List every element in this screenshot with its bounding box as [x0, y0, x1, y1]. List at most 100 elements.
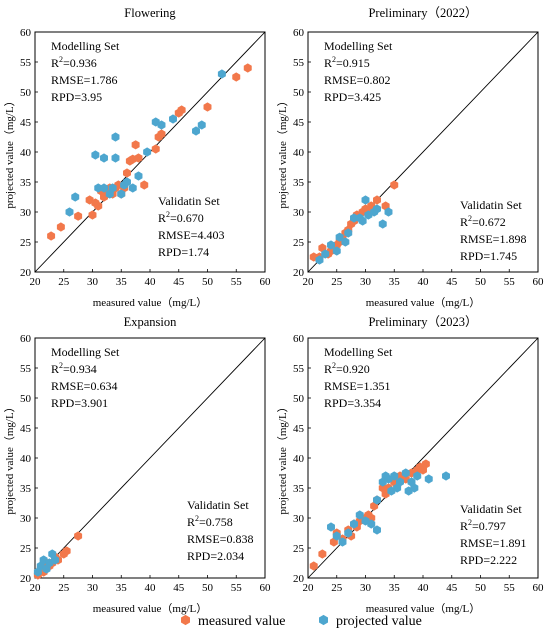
- x-tick-label: 45: [446, 582, 458, 594]
- x-tick-label: 20: [303, 276, 315, 288]
- validation-rmse: RMSE=1.898: [460, 232, 526, 246]
- x-tick-label: 35: [389, 582, 401, 594]
- x-tick-label: 30: [360, 276, 372, 288]
- modelling-r2: R2=0.920: [324, 361, 370, 376]
- validation-r2: R2=0.758: [187, 514, 233, 529]
- projected-point: [134, 171, 143, 181]
- measured-point: [134, 153, 143, 163]
- panel-flowering: Flowering 20 25 30 35 40 45 50 55 60 20 25 30 35 40 4…: [3, 6, 271, 309]
- projected-point: [327, 240, 335, 250]
- projected-point: [332, 531, 341, 541]
- legend-item-projected: projected value: [319, 614, 422, 629]
- y-tick-label: 35: [293, 177, 305, 189]
- x-tick-label: 55: [504, 276, 516, 288]
- x-tick-label: 30: [360, 582, 372, 594]
- projected-point: [117, 189, 126, 199]
- panel-preliminary-2023: Preliminary（2023） 20 25 30 35 40 45 50 55 60 202…: [276, 315, 544, 615]
- y-tick-label: 25: [20, 237, 32, 249]
- projected-point: [123, 177, 131, 187]
- x-tick-label: 60: [260, 276, 272, 288]
- axis-ticks: [34, 31, 266, 273]
- projected-point: [355, 510, 364, 520]
- validation-r2: R2=0.672: [460, 214, 506, 229]
- y-tick-label: 40: [293, 147, 305, 159]
- x-tick-label: 25: [331, 582, 343, 594]
- validation-heading: Validatin Set: [158, 194, 220, 208]
- x-tick-label: 40: [418, 276, 430, 288]
- x-axis-label: measured value（mg/L）: [366, 296, 481, 309]
- y-tick-label: 30: [293, 513, 305, 525]
- validation-heading: Validatin Set: [187, 498, 249, 512]
- projected-point: [358, 216, 367, 226]
- measured-point: [157, 129, 166, 139]
- x-tick-label: 60: [260, 582, 272, 594]
- x-tick-label: 25: [58, 276, 70, 288]
- validation-stats: Validatin Set R2=0.758 RMSE=0.838 RPD=2.…: [187, 498, 253, 563]
- y-tick-label: 40: [293, 453, 305, 465]
- x-tick-label: 30: [87, 582, 99, 594]
- projected-point: [338, 537, 347, 547]
- y-tick-label: 60: [293, 333, 305, 345]
- y-tick-label: 55: [293, 363, 305, 375]
- y-tick-labels: 20 25 30 35 40 45 50 55 60: [293, 27, 305, 279]
- x-tick-label: 45: [173, 582, 185, 594]
- y-tick-labels: 20 25 30 35 40 45 50 55 60: [20, 333, 32, 585]
- panel-title: Preliminary（2023）: [368, 315, 477, 329]
- legend-item-measured: measured value: [181, 614, 285, 629]
- projected-point: [111, 132, 120, 142]
- legend: measured value projected value: [181, 614, 422, 629]
- modelling-stats: Modelling Set R2=0.936 RMSE=1.786 RPD=3.…: [51, 39, 120, 104]
- modelling-r2: R2=0.936: [51, 55, 97, 70]
- projected-point: [413, 471, 422, 481]
- x-tick-labels: 20 25 30 35 40 45 50 55 60: [303, 582, 545, 594]
- modelling-heading: Modelling Set: [51, 39, 120, 53]
- x-tick-label: 20: [30, 276, 42, 288]
- validation-heading: Validatin Set: [460, 502, 522, 516]
- axis-ticks: [307, 337, 539, 579]
- y-tick-label: 45: [293, 117, 305, 129]
- projected-point: [341, 237, 350, 247]
- projected-point: [108, 183, 117, 193]
- y-tick-label: 55: [20, 363, 32, 375]
- validation-stats: Validatin Set R2=0.670 RMSE=4.403 RPD=1.…: [158, 194, 224, 259]
- projected-point: [373, 204, 381, 214]
- x-tick-label: 20: [303, 582, 315, 594]
- legend-swatch-measured: [181, 614, 190, 626]
- projected-point: [335, 232, 344, 242]
- x-tick-label: 60: [533, 582, 545, 594]
- y-tick-label: 30: [20, 513, 32, 525]
- y-axis-label: projected value（mg/L）: [276, 95, 289, 208]
- x-tick-label: 35: [116, 582, 128, 594]
- y-tick-label: 55: [293, 57, 305, 69]
- y-tick-label: 25: [293, 237, 305, 249]
- x-tick-label: 50: [475, 582, 487, 594]
- measured-point: [140, 180, 149, 190]
- validation-stats: Validatin Set R2=0.672 RMSE=1.898 RPD=1.…: [460, 198, 526, 263]
- x-tick-labels: 20 25 30 35 40 45 50 55 60: [303, 276, 545, 288]
- projected-point: [373, 495, 381, 505]
- y-tick-label: 35: [20, 483, 32, 495]
- y-tick-label: 60: [20, 333, 32, 345]
- validation-rpd: RPD=2.222: [460, 553, 517, 567]
- validation-rpd: RPD=1.74: [158, 245, 209, 259]
- y-tick-label: 50: [293, 393, 305, 405]
- projected-point: [100, 153, 108, 163]
- projected-point: [128, 183, 137, 193]
- validation-rmse: RMSE=0.838: [187, 532, 253, 546]
- projected-point: [424, 474, 433, 484]
- projected-point: [396, 477, 404, 487]
- panel-title: Expansion: [124, 315, 178, 329]
- y-tick-label: 45: [20, 117, 32, 129]
- y-tick-label: 50: [293, 87, 305, 99]
- modelling-rmse: RMSE=0.634: [51, 379, 117, 393]
- modelling-rpd: RPD=3.95: [51, 90, 102, 104]
- validation-rpd: RPD=2.034: [187, 549, 244, 563]
- projected-point: [442, 471, 450, 481]
- modelling-rpd: RPD=3.901: [51, 396, 108, 410]
- modelling-rmse: RMSE=1.351: [324, 379, 390, 393]
- panel-preliminary-2022: Preliminary（2022） 20 25 30 35 40 45 50 55 60 202…: [276, 6, 544, 309]
- x-tick-label: 35: [389, 276, 401, 288]
- x-tick-label: 60: [533, 276, 545, 288]
- x-tick-label: 50: [202, 276, 214, 288]
- measured-point: [390, 180, 399, 190]
